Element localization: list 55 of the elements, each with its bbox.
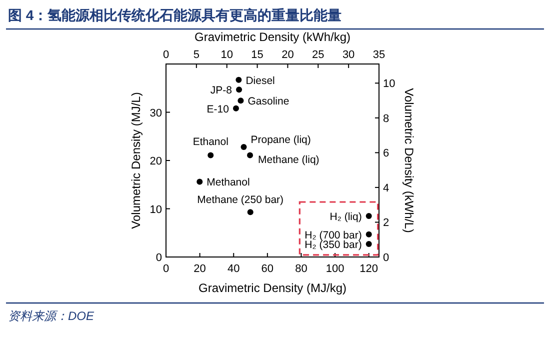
annotation: JP-8	[210, 84, 232, 97]
x-tick-label: 40	[227, 263, 240, 275]
annotation: Ethanol	[192, 136, 228, 148]
annotation: H₂ (700 bar)	[304, 229, 362, 242]
x-tick-label: 80	[295, 263, 308, 275]
x2-tick-label: 15	[251, 49, 264, 61]
x-tick-label: 20	[194, 263, 206, 275]
x2-axis-title: Gravimetric Density (kWh/kg)	[194, 30, 351, 44]
x-tick-label: 120	[360, 263, 378, 275]
x2-tick-label: 0	[162, 49, 170, 61]
y2-tick-label: 10	[383, 78, 396, 90]
annotation: Methane (liq)	[258, 154, 320, 166]
x2-tick-label: 30	[342, 49, 355, 61]
point	[366, 212, 372, 219]
x-tick-label: 60	[261, 263, 274, 275]
y2-tick-label: 2	[383, 217, 390, 230]
point	[238, 98, 244, 104]
y2-tick-label: 6	[383, 148, 390, 160]
x-axis-title: Gravimetric Density (MJ/kg)	[198, 281, 347, 295]
y-axis-title: Volumetric Density (MJ/L)	[129, 92, 143, 229]
y2-tick-label: 8	[383, 112, 390, 125]
annotation: H₂ (liq)	[330, 211, 362, 223]
y2-tick-label: 4	[383, 182, 390, 194]
point	[366, 240, 372, 247]
y-tick-label: 30	[150, 107, 162, 120]
annotation: Propane (liq)	[250, 134, 311, 146]
x2-tick-label: 35	[372, 49, 386, 61]
y2-tick-label: 0	[383, 252, 390, 264]
y-tick-label: 20	[150, 156, 162, 168]
x-tick-label: 100	[326, 263, 344, 275]
x-tick-label: 0	[162, 263, 170, 275]
y-tick-label: 10	[150, 204, 162, 216]
point	[247, 152, 254, 158]
point	[236, 76, 242, 83]
source: 资料来源：DOE	[8, 309, 94, 323]
x2-tick-label: 20	[282, 49, 294, 61]
point	[366, 231, 372, 238]
annotation: Methanol	[206, 176, 250, 189]
x2-tick-label: 5	[193, 49, 200, 61]
annotation: Diesel	[246, 74, 275, 87]
point	[240, 144, 247, 150]
point	[232, 105, 239, 112]
point	[196, 178, 203, 185]
title: 图 4：氢能源相比传统化石能源具有更高的重量比能量	[8, 7, 342, 23]
point	[208, 152, 214, 158]
x2-tick-label: 10	[220, 49, 233, 61]
annotation: Methane (250 bar)	[197, 194, 284, 206]
y-tick-label: 0	[156, 252, 162, 264]
annotation: Gasoline	[248, 96, 290, 108]
annotation: E-10	[206, 103, 229, 116]
y2-axis-title: Volumetric Density (kWh/L)	[402, 88, 416, 233]
x2-tick-label: 25	[312, 49, 324, 61]
point	[236, 86, 242, 93]
annotation: H₂ (350 bar)	[304, 238, 362, 251]
point	[247, 209, 254, 216]
